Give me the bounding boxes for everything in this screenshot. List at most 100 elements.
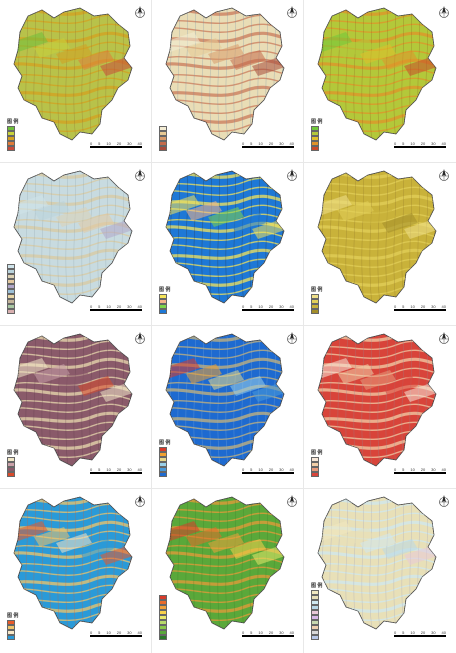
map-panel-9: 图 例 0 5 10 20 30 40 <box>306 328 454 487</box>
scale-segment <box>110 472 122 474</box>
scale-segment <box>262 309 274 311</box>
legend-swatch <box>159 146 167 151</box>
scale-segment <box>414 309 426 311</box>
scale-tick-label: 30 <box>431 304 436 309</box>
scale-tick-label: 5 <box>98 141 101 146</box>
legend-item <box>7 620 43 625</box>
legend-item <box>7 284 43 289</box>
legend-swatch <box>311 136 319 141</box>
legend-item <box>159 600 195 605</box>
legend-item <box>7 131 43 136</box>
legend-swatch <box>159 595 167 600</box>
legend-swatch <box>159 630 167 635</box>
legend-swatch <box>311 595 319 600</box>
north-arrow-icon <box>135 6 145 18</box>
legend-swatch <box>159 457 167 462</box>
scale-segment <box>435 146 447 148</box>
scale-bar: 0 5 10 20 30 40 <box>90 467 143 477</box>
scale-tick-label: 5 <box>250 304 253 309</box>
thematic-map <box>13 333 133 467</box>
legend-item <box>7 635 43 640</box>
scale-segment <box>90 472 101 474</box>
scale-tick-label: 20 <box>420 467 426 472</box>
map-panel-12: 图 例 0 5 10 20 30 40 <box>306 491 454 650</box>
legend-item <box>7 309 43 314</box>
scale-tick-label: 0 <box>90 467 93 472</box>
legend-swatch <box>7 299 15 304</box>
legend-item <box>311 625 347 630</box>
scale-tick-label: 0 <box>394 467 397 472</box>
scale-segment <box>425 472 436 474</box>
north-arrow-icon <box>287 495 297 507</box>
legend-swatch <box>159 635 167 640</box>
legend-swatch <box>7 131 15 136</box>
scale-tick-label: 20 <box>420 630 426 635</box>
scale-segment <box>404 309 415 311</box>
scale-segment <box>394 472 405 474</box>
scale-segment <box>90 635 101 637</box>
legend-item <box>311 595 347 600</box>
legend-item <box>7 264 43 269</box>
legend-swatch <box>159 600 167 605</box>
legend-swatch <box>7 630 15 635</box>
scale-segment <box>131 635 143 637</box>
north-arrow-icon <box>135 332 145 344</box>
row-divider <box>0 325 456 326</box>
legend-swatch <box>159 131 167 136</box>
legend-swatch <box>7 136 15 141</box>
scale-segment <box>100 635 111 637</box>
scale-segment <box>100 472 111 474</box>
scale-segment <box>283 472 295 474</box>
legend-item <box>311 146 347 151</box>
legend-swatch <box>7 294 15 299</box>
legend-item <box>159 136 195 141</box>
legend-item <box>7 630 43 635</box>
map-legend <box>159 125 195 151</box>
legend-item <box>7 146 43 151</box>
legend-swatch <box>159 304 167 309</box>
scale-tick-label: 5 <box>402 304 405 309</box>
legend-item <box>7 274 43 279</box>
scale-tick-label: 20 <box>268 304 274 309</box>
legend-item <box>7 279 43 284</box>
legend-swatch <box>311 294 319 299</box>
legend-title: 图 例 <box>7 450 19 456</box>
scale-segment <box>283 309 295 311</box>
legend-swatch <box>159 126 167 131</box>
scale-tick-label: 20 <box>420 141 426 146</box>
scale-segment <box>110 309 122 311</box>
legend-swatch <box>311 131 319 136</box>
legend-swatch <box>7 309 15 314</box>
legend-swatch <box>7 472 15 477</box>
north-arrow-icon <box>439 495 449 507</box>
legend-item <box>159 447 195 452</box>
map-panel-4: 0 5 10 20 30 40 <box>2 165 150 324</box>
row-divider <box>0 488 456 489</box>
legend-item <box>311 600 347 605</box>
legend-swatch <box>311 600 319 605</box>
thematic-map <box>13 170 133 304</box>
scale-segment <box>394 146 405 148</box>
legend-swatch <box>7 304 15 309</box>
scale-segment <box>425 635 436 637</box>
scale-segment <box>242 635 253 637</box>
scale-segment <box>90 146 101 148</box>
thematic-map <box>165 496 285 630</box>
legend-item <box>7 625 43 630</box>
scale-tick-label: 30 <box>127 630 132 635</box>
scale-segment <box>404 635 415 637</box>
scale-tick-label: 10 <box>410 304 415 309</box>
scale-tick-label: 0 <box>90 304 93 309</box>
scale-tick-label: 20 <box>116 467 122 472</box>
legend-swatch <box>7 289 15 294</box>
scale-segment <box>262 635 274 637</box>
legend-item <box>311 131 347 136</box>
legend-swatch <box>7 625 15 630</box>
scale-segment <box>273 472 284 474</box>
legend-item <box>311 294 347 299</box>
scale-bar: 0 5 10 20 30 40 <box>90 304 143 314</box>
thematic-map <box>317 7 437 141</box>
scale-tick-label: 0 <box>242 630 245 635</box>
scale-segment <box>121 309 132 311</box>
scale-segment <box>262 472 274 474</box>
